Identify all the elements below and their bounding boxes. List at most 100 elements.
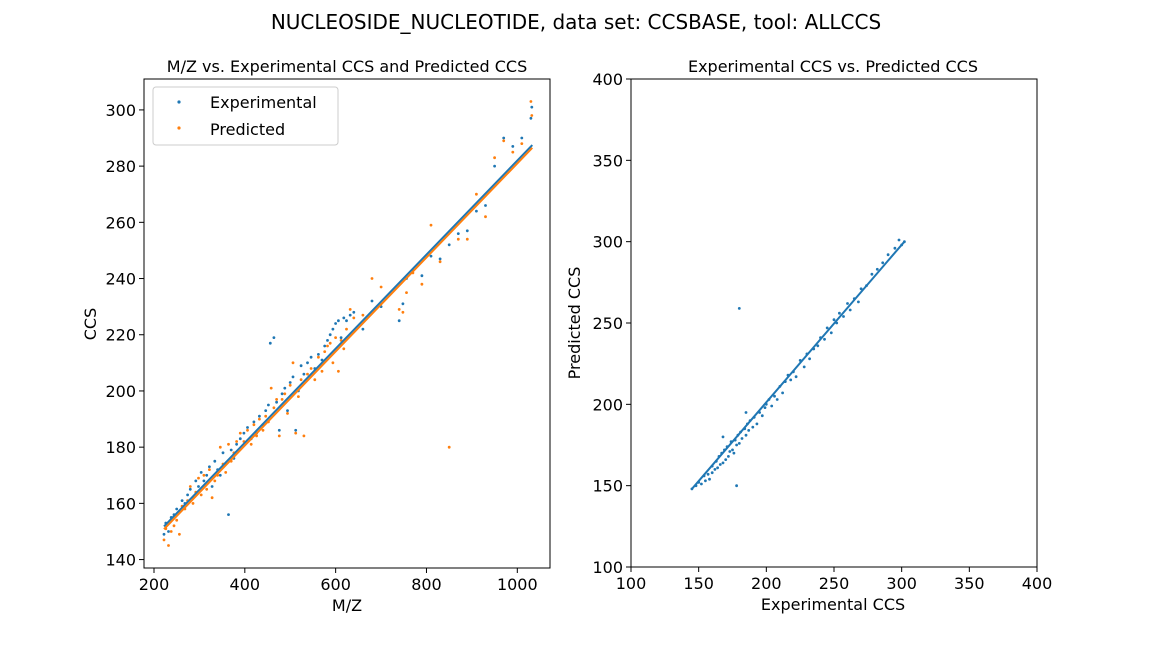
left-experimental-point [280, 392, 284, 396]
right-series-0-point [716, 466, 719, 470]
right-y-axis-label: Predicted CCS [565, 267, 584, 380]
left-predicted-point [475, 192, 478, 196]
left-predicted-point [197, 476, 200, 480]
left-predicted-point [323, 350, 327, 353]
left-experimental-point [272, 336, 276, 339]
left-y-axis-label: CCS [81, 308, 100, 341]
right-series-0-point [893, 246, 897, 250]
left-predicted-trend-line [163, 147, 534, 530]
left-predicted-point [317, 355, 320, 359]
right-series-0-point [763, 406, 767, 409]
left-experimental-point [520, 136, 524, 140]
right-x-tick-label: 150 [683, 574, 714, 593]
left-predicted-point [258, 417, 261, 421]
left-predicted-point [361, 313, 365, 317]
left-predicted-point [246, 428, 249, 432]
left-experimental-point [229, 448, 233, 452]
right-series-0-point [732, 451, 736, 455]
left-chart-axes: 200 400 600 800 1000 140 160 180 200 220 240 260 280… [105, 78, 551, 594]
right-series-0-point [794, 375, 798, 379]
left-experimental-point [202, 479, 206, 483]
left-predicted-point [345, 327, 348, 331]
left-predicted-point [291, 361, 295, 365]
right-x-axis-label: Experimental CCS [761, 595, 905, 614]
left-experimental-point [208, 465, 211, 469]
left-predicted-point [172, 524, 176, 528]
legend-predicted-label: Predicted [210, 120, 285, 139]
left-predicted-point [465, 237, 469, 241]
left-experimental-point [529, 116, 533, 120]
left-experimental-point [334, 322, 337, 325]
left-experimental-point [162, 532, 166, 536]
left-experimental-point [401, 302, 405, 306]
left-experimental-point [218, 473, 222, 477]
right-x-tick-label: 400 [1022, 574, 1053, 593]
right-y-tick-label: 100 [592, 558, 623, 577]
left-experimental-point [264, 409, 268, 412]
left-experimental-point [309, 355, 313, 359]
right-series-0-point [737, 307, 741, 310]
right-series-0-point [706, 472, 710, 476]
left-experimental-point [210, 485, 214, 488]
right-series-0-point [760, 414, 764, 418]
right-x-tick-label: 200 [751, 574, 782, 593]
left-experimental-point [370, 299, 374, 303]
left-experimental-point [420, 274, 424, 278]
left-experimental-point [246, 426, 249, 429]
left-experimental-point [465, 229, 469, 233]
left-experimental-point [286, 409, 289, 412]
left-predicted-point [202, 473, 206, 477]
left-x-axis-label: M/Z [332, 596, 362, 615]
right-series-0-point [848, 308, 852, 312]
left-experimental-point [221, 451, 225, 455]
right-series-0-point [781, 391, 784, 395]
right-y-tick-label: 350 [592, 151, 623, 170]
left-experimental-point [186, 493, 190, 497]
left-experimental-point [328, 333, 332, 337]
right-scatter-chart: Experimental CCS vs. Predicted CCS 100 15… [565, 57, 1052, 614]
right-series-0-point [735, 484, 738, 488]
right-series-0-point [744, 411, 748, 414]
right-series-0-point [842, 315, 845, 318]
left-predicted-point [277, 434, 281, 438]
left-x-tick-label: 200 [139, 575, 170, 594]
left-predicted-point [208, 468, 211, 471]
left-predicted-point [205, 487, 209, 491]
left-experimental-point [326, 339, 329, 342]
right-series-0-point [728, 450, 732, 453]
right-series-0-point [710, 471, 714, 475]
right-y-tick-label: 300 [592, 233, 623, 252]
left-experimental-point [258, 414, 261, 418]
right-series-0-point [881, 261, 885, 265]
left-y-tick-label: 140 [105, 551, 136, 570]
left-y-tick-label: 160 [105, 494, 136, 513]
left-predicted-point [167, 544, 170, 547]
right-series-0-point [718, 463, 722, 466]
right-y-tick-label: 250 [592, 314, 623, 333]
left-predicted-point [280, 398, 284, 401]
left-predicted-point [261, 428, 265, 432]
left-chart-marks [162, 100, 534, 547]
left-predicted-point [326, 344, 329, 348]
left-predicted-point [224, 471, 228, 474]
left-predicted-point [502, 139, 506, 143]
right-series-0-point [747, 429, 751, 432]
right-series-0-point [751, 425, 755, 429]
left-experimental-point [288, 381, 292, 384]
right-series-0-point [727, 455, 730, 458]
left-predicted-point [328, 341, 332, 345]
left-chart-title: M/Z vs. Experimental CCS and Predicted C… [167, 57, 527, 76]
left-experimental-point [199, 471, 203, 474]
left-experimental-point [188, 487, 192, 491]
left-experimental-point [352, 310, 356, 314]
left-experimental-point [175, 507, 179, 511]
left-predicted-point [313, 378, 317, 382]
left-experimental-point [397, 319, 401, 323]
left-experimental-point [345, 319, 348, 323]
right-x-tick-label: 250 [819, 574, 850, 593]
legend-experimental-label: Experimental [210, 93, 317, 112]
left-predicted-point [530, 114, 534, 117]
left-experimental-point [283, 386, 287, 390]
left-experimental-point [299, 364, 303, 368]
left-predicted-point [162, 538, 166, 542]
